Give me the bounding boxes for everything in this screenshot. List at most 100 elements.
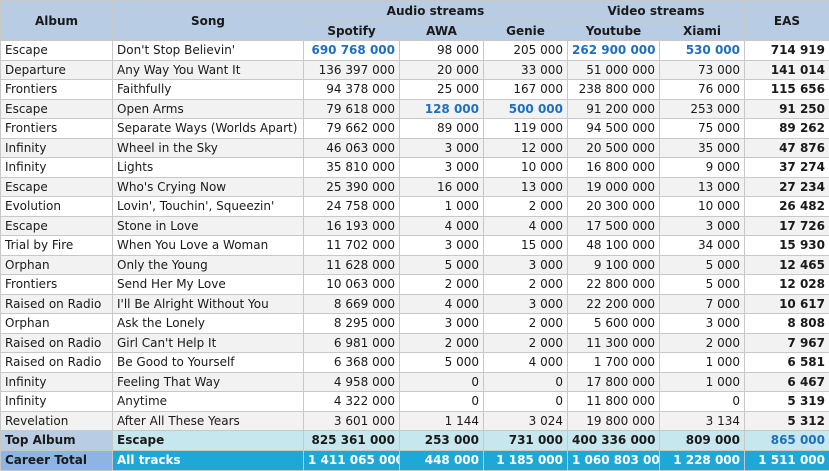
spotify-cell: 16 193 000 [304,216,400,236]
awa-cell: 98 000 [400,41,484,61]
genie-cell: 3 024 [484,411,568,431]
career-total-spotify: 1 411 065 000 [304,450,400,470]
eas-cell: 12 028 [745,275,829,295]
spotify-cell: 46 063 000 [304,138,400,158]
album-cell: Raised on Radio [1,333,113,353]
awa-cell: 16 000 [400,177,484,197]
awa-cell: 3 000 [400,314,484,334]
eas-cell: 27 234 [745,177,829,197]
awa-cell: 0 [400,372,484,392]
spotify-cell: 3 601 000 [304,411,400,431]
genie-cell: 15 000 [484,236,568,256]
youtube-cell: 17 500 000 [568,216,660,236]
awa-cell: 3 000 [400,138,484,158]
song-cell: Who's Crying Now [113,177,304,197]
song-cell: Anytime [113,392,304,412]
awa-cell: 5 000 [400,353,484,373]
album-cell: Frontiers [1,80,113,100]
album-cell: Revelation [1,411,113,431]
song-cell: Open Arms [113,99,304,119]
song-cell: After All These Years [113,411,304,431]
xiami-cell: 5 000 [660,255,745,275]
song-cell: Any Way You Want It [113,60,304,80]
genie-header: Genie [484,21,568,41]
spotify-cell: 25 390 000 [304,177,400,197]
genie-cell: 205 000 [484,41,568,61]
song-header: Song [113,1,304,41]
genie-cell: 3 000 [484,294,568,314]
spotify-cell: 690 768 000 [304,41,400,61]
awa-cell: 20 000 [400,60,484,80]
album-cell: Escape [1,99,113,119]
top-album-awa: 253 000 [400,431,484,451]
eas-cell: 15 930 [745,236,829,256]
xiami-cell: 3 134 [660,411,745,431]
xiami-cell: 10 000 [660,197,745,217]
youtube-cell: 11 300 000 [568,333,660,353]
song-cell: Only the Young [113,255,304,275]
genie-cell: 500 000 [484,99,568,119]
song-cell: Lights [113,158,304,178]
genie-cell: 2 000 [484,314,568,334]
spotify-header: Spotify [304,21,400,41]
career-total-awa: 448 000 [400,450,484,470]
spotify-cell: 8 669 000 [304,294,400,314]
album-cell: Raised on Radio [1,353,113,373]
xiami-cell: 13 000 [660,177,745,197]
youtube-cell: 238 800 000 [568,80,660,100]
genie-cell: 0 [484,392,568,412]
spotify-cell: 6 368 000 [304,353,400,373]
xiami-cell: 75 000 [660,119,745,139]
top-album-eas: 865 000 [745,431,829,451]
youtube-cell: 5 600 000 [568,314,660,334]
eas-cell: 8 808 [745,314,829,334]
youtube-cell: 91 200 000 [568,99,660,119]
career-total-genie: 1 185 000 [484,450,568,470]
song-cell: Faithfully [113,80,304,100]
song-cell: Stone in Love [113,216,304,236]
eas-cell: 47 876 [745,138,829,158]
genie-cell: 13 000 [484,177,568,197]
genie-cell: 12 000 [484,138,568,158]
album-cell: Orphan [1,314,113,334]
career-total-row: Career Total All tracks 1 411 065 000 44… [1,450,829,470]
song-cell: Separate Ways (Worlds Apart) [113,119,304,139]
album-cell: Frontiers [1,119,113,139]
awa-cell: 5 000 [400,255,484,275]
awa-cell: 89 000 [400,119,484,139]
eas-cell: 37 274 [745,158,829,178]
awa-cell: 1 144 [400,411,484,431]
spotify-cell: 8 295 000 [304,314,400,334]
genie-cell: 4 000 [484,216,568,236]
youtube-cell: 51 000 000 [568,60,660,80]
genie-cell: 4 000 [484,353,568,373]
xiami-cell: 9 000 [660,158,745,178]
genie-cell: 33 000 [484,60,568,80]
eas-cell: 5 312 [745,411,829,431]
youtube-cell: 262 900 000 [568,41,660,61]
song-cell: Don't Stop Believin' [113,41,304,61]
eas-cell: 12 465 [745,255,829,275]
awa-cell: 2 000 [400,333,484,353]
youtube-cell: 20 500 000 [568,138,660,158]
album-header: Album [1,1,113,41]
xiami-cell: 73 000 [660,60,745,80]
awa-cell: 4 000 [400,294,484,314]
career-total-xiami: 1 228 000 [660,450,745,470]
xiami-cell: 3 000 [660,314,745,334]
song-cell: Be Good to Yourself [113,353,304,373]
spotify-cell: 136 397 000 [304,60,400,80]
eas-cell: 89 262 [745,119,829,139]
spotify-cell: 10 063 000 [304,275,400,295]
xiami-cell: 2 000 [660,333,745,353]
